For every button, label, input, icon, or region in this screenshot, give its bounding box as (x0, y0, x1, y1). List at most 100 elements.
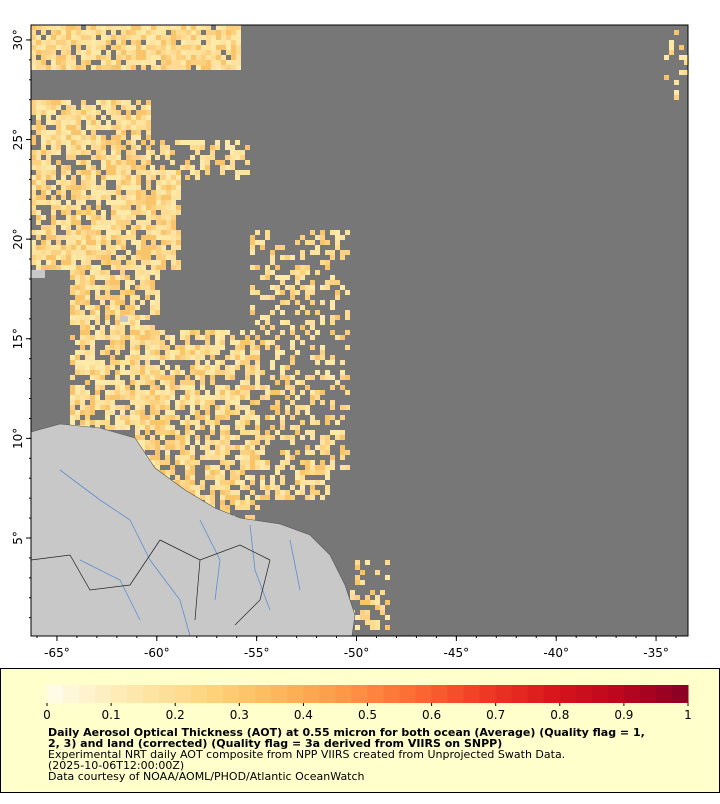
aot-pixel (111, 140, 116, 145)
aot-pixel (140, 280, 145, 285)
aot-pixel (230, 500, 235, 505)
aot-pixel (186, 25, 191, 30)
aot-pixel (135, 345, 140, 350)
aot-pixel (140, 420, 145, 425)
aot-pixel (205, 405, 210, 410)
aot-pixel (126, 100, 131, 105)
aot-pixel (330, 250, 335, 255)
aot-pixel (265, 490, 270, 495)
aot-pixel (305, 405, 310, 410)
aot-pixel (320, 435, 325, 440)
aot-pixel (61, 25, 66, 30)
lat-label: 30° (11, 29, 25, 50)
aot-pixel (141, 110, 146, 115)
aot-pixel (210, 475, 215, 480)
aot-pixel (125, 420, 130, 425)
aot-pixel (116, 145, 121, 150)
aot-pixel (56, 45, 61, 50)
aot-pixel (71, 250, 76, 255)
aot-pixel (205, 410, 210, 415)
aot-pixel (160, 420, 165, 425)
aot-pixel (190, 395, 195, 400)
aot-pixel (220, 165, 225, 170)
aot-pixel (245, 160, 250, 165)
aot-pixel (165, 345, 170, 350)
aot-pixel (66, 205, 71, 210)
aot-pixel (161, 245, 166, 250)
aot-pixel (340, 450, 345, 455)
aot-pixel (36, 115, 41, 120)
aot-pixel (36, 230, 41, 235)
aot-pixel (141, 45, 146, 50)
aot-pixel (220, 455, 225, 460)
colorbar-cell (655, 685, 673, 703)
aot-pixel (90, 350, 95, 355)
aot-pixel (106, 220, 111, 225)
aot-pixel (205, 370, 210, 375)
aot-pixel (141, 245, 146, 250)
aot-pixel (116, 125, 121, 130)
aot-pixel (290, 270, 295, 275)
aot-pixel (170, 385, 175, 390)
aot-pixel (300, 460, 305, 465)
aot-pixel (140, 415, 145, 420)
aot-pixel (116, 220, 121, 225)
aot-pixel (315, 420, 320, 425)
aot-pixel (275, 380, 280, 385)
aot-pixel (150, 310, 155, 315)
aot-pixel (56, 240, 61, 245)
aot-pixel (135, 430, 140, 435)
aot-pixel (150, 435, 155, 440)
aot-pixel (181, 50, 186, 55)
aot-pixel (325, 370, 330, 375)
aot-pixel (116, 185, 121, 190)
aot-pixel (46, 230, 51, 235)
aot-pixel (146, 135, 151, 140)
aot-pixel (51, 205, 56, 210)
aot-pixel (51, 35, 56, 40)
aot-pixel (315, 445, 320, 450)
aot-pixel (31, 180, 36, 185)
aot-pixel (216, 40, 221, 45)
aot-pixel (151, 245, 156, 250)
aot-pixel (86, 255, 91, 260)
aot-pixel (340, 255, 345, 260)
aot-pixel (110, 295, 115, 300)
aot-pixel (141, 170, 146, 175)
aot-pixel (135, 400, 140, 405)
aot-pixel (101, 55, 106, 60)
aot-pixel (31, 160, 36, 165)
aot-pixel (170, 470, 175, 475)
aot-pixel (130, 330, 135, 335)
aot-pixel (320, 465, 325, 470)
aot-pixel (236, 35, 241, 40)
aot-pixel (300, 255, 305, 260)
aot-pixel (90, 305, 95, 310)
aot-pixel (171, 45, 176, 50)
aot-pixel (165, 145, 170, 150)
aot-pixel (46, 190, 51, 195)
aot-pixel (96, 220, 101, 225)
aot-pixel (305, 470, 310, 475)
aot-pixel (290, 440, 295, 445)
aot-pixel (385, 560, 390, 565)
aot-pixel (210, 400, 215, 405)
aot-pixel (156, 260, 161, 265)
aot-pixel (56, 245, 61, 250)
aot-pixel (171, 235, 176, 240)
aot-pixel (61, 250, 66, 255)
aot-pixel (150, 330, 155, 335)
aot-pixel (135, 325, 140, 330)
aot-pixel (305, 330, 310, 335)
aot-pixel (235, 490, 240, 495)
aot-pixel (221, 35, 226, 40)
aot-pixel (46, 45, 51, 50)
aot-pixel (146, 205, 151, 210)
aot-pixel (226, 35, 231, 40)
aot-pixel (131, 105, 136, 110)
aot-pixel (225, 415, 230, 420)
aot-pixel (76, 190, 81, 195)
aot-pixel (161, 230, 166, 235)
aot-pixel (126, 170, 131, 175)
aot-pixel (71, 155, 76, 160)
